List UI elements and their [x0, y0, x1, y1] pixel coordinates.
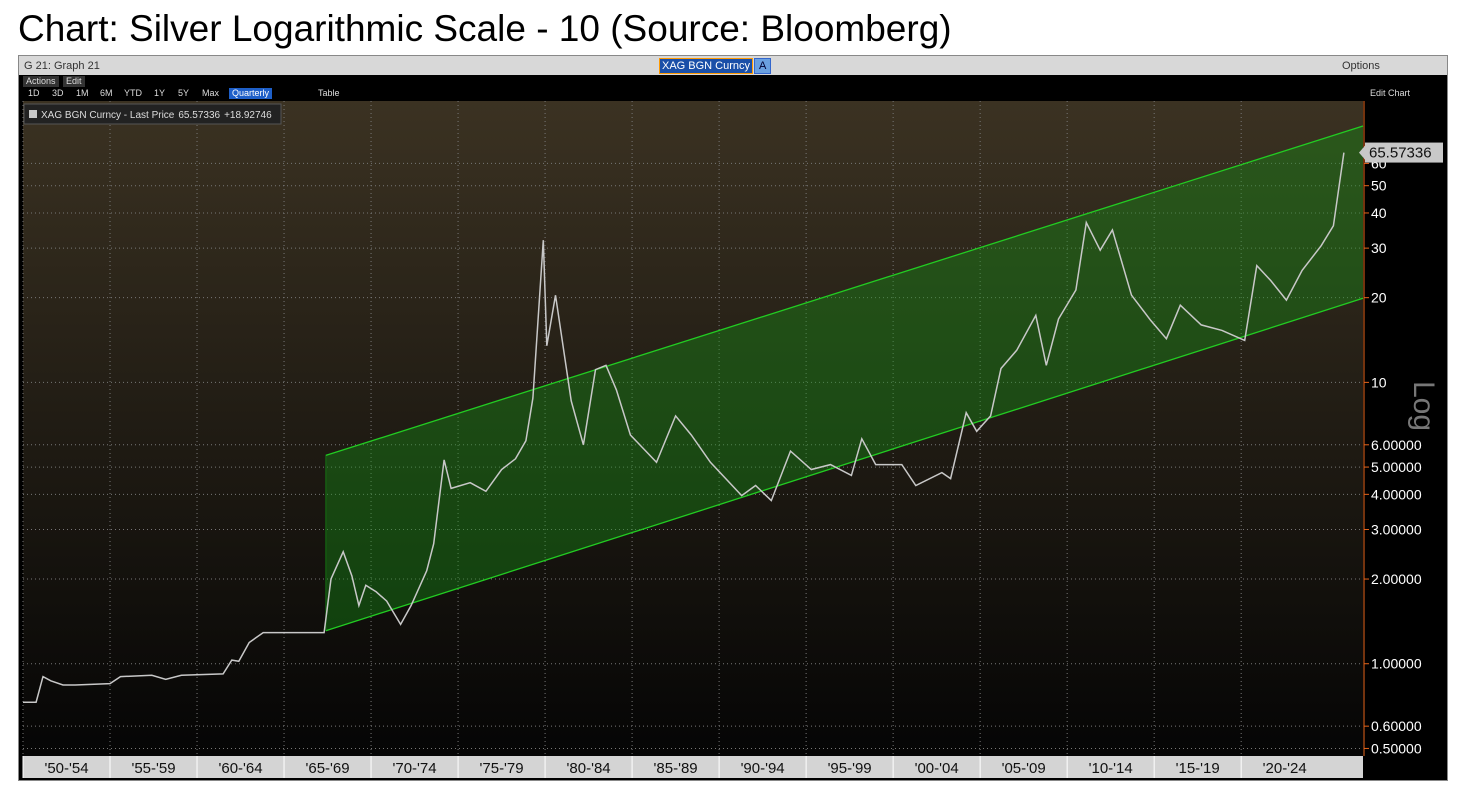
page-title: Chart: Silver Logarithmic Scale - 10 (So…	[18, 8, 952, 49]
range-button[interactable]: Quarterly	[229, 88, 273, 99]
x-tick-label: '00-'04	[915, 760, 959, 777]
y-tick-label: 10	[1371, 374, 1387, 390]
window-header: G 21: Graph 21 XAG BGN Curncy A Options	[19, 56, 1447, 75]
x-tick-label: '60-'64	[218, 760, 262, 777]
range-button[interactable]: 1M	[76, 88, 89, 98]
x-tick-label: '80-'84	[567, 760, 611, 777]
x-tick-label: '90-'94	[741, 760, 785, 777]
x-tick-label: '55-'59	[131, 760, 175, 777]
axis-mode: Log	[1407, 381, 1440, 431]
channel-fill	[325, 125, 1364, 631]
y-tick-label: 2.00000	[1371, 571, 1422, 587]
legend-last: 65.57336	[178, 110, 220, 121]
y-tick-label: 0.60000	[1371, 718, 1422, 734]
edit-chart[interactable]: Edit Chart	[1370, 88, 1411, 98]
ticker-button[interactable]: A	[754, 58, 772, 74]
legend-box	[23, 103, 282, 125]
range-button[interactable]: 6M	[100, 88, 113, 98]
y-tick-label: 6.00000	[1371, 437, 1422, 453]
last-price-label: 65.57336	[1369, 145, 1432, 162]
y-tick-label: 30	[1371, 240, 1387, 256]
x-tick-label: '15-'19	[1176, 760, 1220, 777]
x-tick-label: '65-'69	[305, 760, 349, 777]
options-button[interactable]: Options	[1342, 60, 1380, 72]
price-line	[23, 152, 1345, 703]
channel-upper	[325, 125, 1364, 457]
menu[interactable]: Edit	[63, 76, 85, 87]
chart-window: G 21: Graph 21 XAG BGN Curncy A Options …	[18, 55, 1448, 781]
ticker-input[interactable]: XAG BGN Curncy	[659, 58, 754, 74]
y-tick-label: 3.00000	[1371, 521, 1422, 537]
last-price-pointer	[1359, 145, 1365, 160]
y-tick-label: 0.50000	[1371, 740, 1422, 756]
x-axis-band	[23, 756, 1363, 778]
y-tick-label: 5.00000	[1371, 459, 1422, 475]
last-price-box	[1365, 142, 1443, 163]
legend: XAG BGN Curncy - Last Price 65.57336 +18.9…	[41, 110, 272, 121]
chart: '50-'54 '55-'59 '60-'64 '65-'69 '70-'74 '75-'…	[22, 101, 1443, 778]
menu[interactable]: Actions	[23, 76, 59, 87]
y-tick-label: 40	[1371, 205, 1387, 221]
range-button[interactable]: 5Y	[178, 88, 190, 98]
x-tick-label: '75-'79	[480, 760, 524, 777]
x-tick-label: '95-'99	[828, 760, 872, 777]
x-tick-label: '50-'54	[44, 760, 88, 777]
toolbar: Actions Edit 1D 3D 1M 6M YTD 1Y 5Y Max Quarterly Ta…	[19, 75, 1447, 101]
range-button[interactable]: 1D	[28, 88, 40, 98]
x-tick-label: '70-'74	[393, 760, 437, 777]
y-tick-label: 4.00000	[1371, 486, 1422, 502]
range-button[interactable]: Max	[202, 88, 220, 98]
range-button[interactable]: 1Y	[154, 88, 166, 98]
window-title: G 21: Graph 21	[24, 60, 100, 72]
x-tick-label: '05-'09	[1002, 760, 1046, 777]
channel-lower	[325, 297, 1364, 632]
y-tick-label: 1.00000	[1371, 656, 1422, 672]
range-button[interactable]: 3D	[52, 88, 64, 98]
legend-swatch	[29, 110, 37, 118]
legend-change: +18.92746	[224, 110, 272, 121]
x-tick-label: '10-'14	[1089, 760, 1133, 777]
legend-name: XAG BGN Curncy - Last Price	[41, 110, 175, 121]
x-tick-label: '85-'89	[654, 760, 698, 777]
x-tick-label: '20-'24	[1263, 760, 1307, 777]
y-tick-label: 50	[1371, 178, 1387, 194]
range-button[interactable]: YTD	[124, 88, 142, 98]
range-button[interactable]: Table	[318, 88, 340, 98]
y-tick-label: 20	[1371, 290, 1387, 306]
